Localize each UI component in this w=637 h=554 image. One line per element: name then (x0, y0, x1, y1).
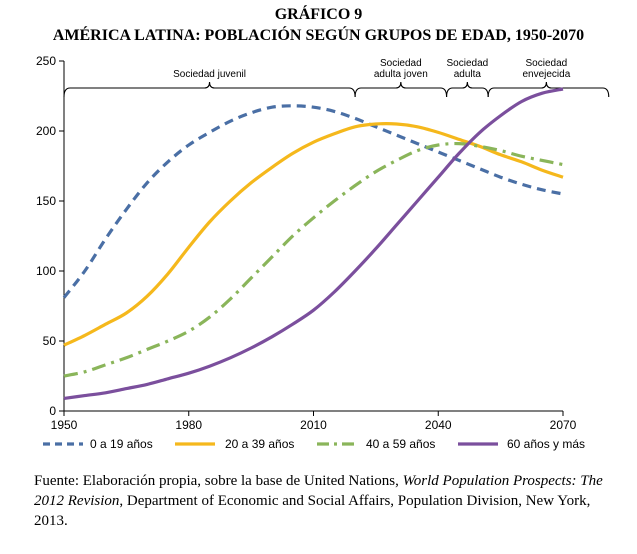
bracket-label: adulta joven (374, 69, 428, 80)
x-tick-label: 1950 (51, 418, 78, 432)
source-note: Fuente: Elaboración propia, sobre la bas… (34, 471, 619, 531)
legend-label: 40 a 59 años (366, 437, 435, 451)
source-suffix: , Department of Economic and Social Affa… (34, 493, 591, 529)
bracket-label: Sociedad (447, 58, 489, 69)
legend: 0 a 19 años 20 a 39 años 40 a 59 años 60 añ… (43, 437, 585, 451)
y-tick-label: 250 (36, 54, 56, 68)
series-lines (62, 87, 564, 400)
series-line (62, 104, 564, 299)
chart-label: GRÁFICO 9 (274, 6, 363, 23)
line-chart: 0 50 100 150 200 250 1950 1980 2010 2040 2070 Soci… (36, 54, 610, 451)
bracket-label: Sociedad juvenil (173, 69, 246, 80)
series-line (63, 141, 564, 378)
bracket-label: Sociedad (380, 58, 422, 69)
bracket (63, 81, 356, 98)
legend-label: 60 años y más (507, 437, 585, 451)
bracket (487, 81, 610, 98)
source-prefix: Fuente: Elaboración propia, sobre la bas… (34, 473, 403, 489)
series-line (63, 122, 564, 347)
y-tick-label: 200 (36, 124, 56, 138)
chart-title: AMÉRICA LATINA: POBLACIÓN SEGÚN GRUPOS D… (52, 27, 585, 44)
bracket-label: envejecida (522, 69, 570, 80)
legend-label: 20 a 39 años (225, 437, 294, 451)
x-tick-label: 1980 (175, 418, 202, 432)
bracket-label: adulta (454, 69, 482, 80)
legend-label: 0 a 19 años (90, 437, 153, 451)
bracket (446, 81, 489, 98)
y-tick-label: 100 (36, 264, 56, 278)
x-tick-label: 2010 (300, 418, 327, 432)
series-line (63, 87, 564, 400)
source-publication: World Population Prospects: The 2012 Rev… (34, 473, 603, 509)
x-tick-label: 2040 (425, 418, 452, 432)
bracket (354, 81, 448, 98)
y-tick-label: 150 (36, 194, 56, 208)
bracket-label: Sociedad (526, 58, 568, 69)
x-tick-label: 2070 (550, 418, 577, 432)
y-tick-label: 50 (43, 334, 57, 348)
y-tick-label: 0 (49, 404, 56, 418)
axes: 0 50 100 150 200 250 1950 1980 2010 2040 2070 (36, 54, 577, 432)
